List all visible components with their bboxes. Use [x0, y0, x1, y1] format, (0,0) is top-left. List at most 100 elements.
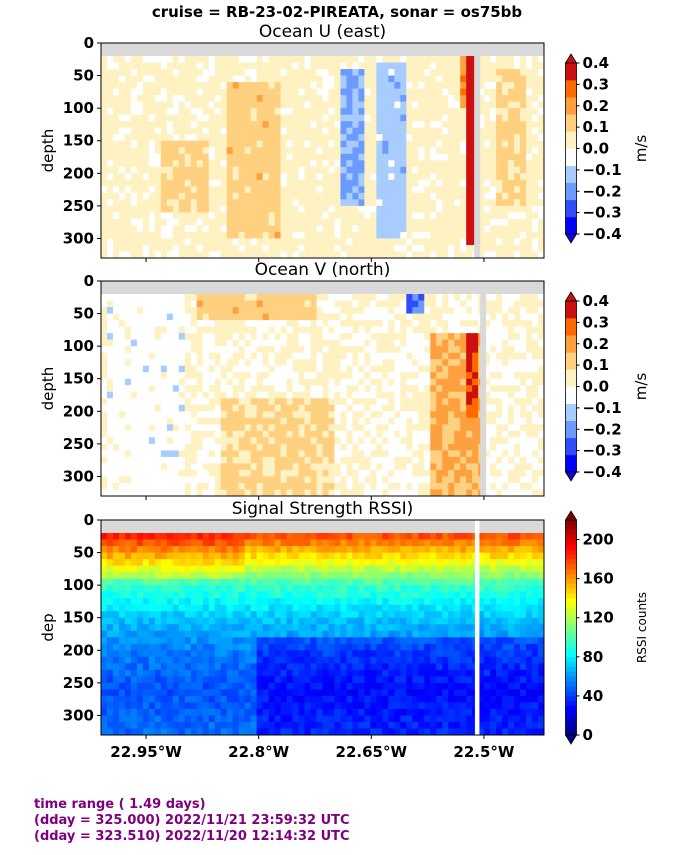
panel-1-cell: [232, 372, 240, 380]
panel-0-cell: [418, 75, 425, 83]
panel-1-cell: [322, 424, 329, 432]
panel-2-cell: [142, 630, 150, 638]
panel-1-cell: [166, 391, 174, 399]
panel-1-cell: [502, 437, 509, 445]
panel-0-cell: [178, 205, 186, 213]
panel-1-cell: [124, 443, 132, 451]
panel-1-cell: [358, 456, 365, 464]
panel-0-cell: [334, 153, 341, 161]
panel-1-cell: [160, 333, 168, 341]
panel-1-cell: [532, 391, 539, 399]
panel-1-cell: [232, 294, 240, 301]
panel-0-cell: [316, 62, 323, 70]
panel-1-cell: [454, 378, 461, 386]
panel-1-cell: [256, 424, 264, 432]
panel-1-cell: [220, 424, 228, 432]
panel-1-ylabel: depth: [39, 367, 57, 411]
panel-1-cell: [124, 339, 132, 347]
panel-0-cell: [101, 199, 108, 207]
panel-0-cell: [532, 108, 539, 116]
panel-0-cell: [256, 205, 264, 213]
panel-0-cell: [214, 75, 222, 83]
panel-0-cell: [442, 251, 449, 259]
panel-0-cell: [250, 205, 258, 213]
panel-1-cell: [220, 489, 228, 497]
panel-0-cell: [106, 244, 114, 252]
panel-1-cell: [526, 385, 533, 393]
panel-0-cell: [172, 225, 180, 233]
panel-1-cell: [424, 437, 431, 445]
panel-1-cell: [388, 469, 395, 477]
panel-0-cell: [202, 127, 210, 135]
panel-0-cell: [490, 95, 497, 103]
panel-0-cell: [340, 244, 347, 252]
panel-0-cell: [388, 153, 395, 161]
panel-0-cell: [154, 225, 162, 233]
panel-0-cell: [166, 114, 174, 122]
panel-1-cell: [268, 456, 276, 464]
panel-0-cell: [526, 179, 533, 187]
panel-0-cell: [490, 140, 497, 148]
panel-2-cell: [118, 572, 126, 580]
panel-1-cell: [214, 300, 222, 308]
panel-0-cell: [268, 101, 276, 109]
panel-0-cell: [394, 225, 401, 233]
panel-1-cell: [202, 372, 210, 380]
panel-1-cell: [280, 372, 287, 380]
panel-0-cell: [124, 179, 132, 187]
panel-1-cell: [394, 430, 401, 438]
panel-2-cell: [101, 565, 108, 573]
panel-0-cell: [112, 121, 120, 129]
panel-1-cell: [304, 339, 311, 347]
panel-1-cell: [106, 385, 114, 393]
panel-0-cell: [106, 186, 114, 194]
panel-1-cell: [484, 300, 491, 308]
panel-0-cell: [124, 153, 132, 161]
panel-1-cell: [316, 333, 323, 341]
panel-0-cell: [442, 82, 449, 90]
panel-0-cell: [172, 205, 180, 213]
panel-1-cell: [280, 346, 287, 354]
panel-0-cell: [160, 108, 168, 116]
panel-0-cell: [106, 225, 114, 233]
panel-0-cell: [214, 134, 222, 142]
panel-1-cell: [142, 404, 150, 412]
panel-0-cell: [166, 108, 174, 116]
panel-1-cell: [220, 437, 228, 445]
panel-0-cell: [101, 244, 108, 252]
panel-0-cell: [154, 62, 162, 70]
panel-1-cell: [184, 489, 192, 497]
panel-1-cell: [172, 482, 180, 490]
panel-0-cell: [448, 88, 455, 96]
panel-0-ytick-label: 50: [73, 67, 94, 85]
panel-1-cell: [412, 443, 419, 451]
panel-1-cell: [370, 385, 377, 393]
panel-1-cell: [394, 450, 401, 458]
panel-0-cell: [154, 205, 162, 213]
panel-0-cell: [394, 88, 401, 96]
panel-0-cell: [418, 199, 425, 207]
panel-0-cell: [460, 166, 467, 174]
panel-0-cell: [448, 225, 455, 233]
panel-0-cell: [262, 56, 270, 63]
panel-0-cell: [310, 192, 317, 200]
panel-1-cell: [232, 385, 240, 393]
panel-0-cell: [418, 231, 425, 239]
panel-0-cell: [148, 82, 156, 90]
panel-0-cell: [178, 82, 186, 90]
panel-0-cell: [232, 205, 240, 213]
panel-0-cell: [334, 101, 341, 109]
panel-0-cell: [388, 82, 395, 90]
panel-0-cell: [484, 179, 491, 187]
panel-0-cell: [154, 199, 162, 207]
panel-1-cell: [142, 443, 150, 451]
panel-0-cell: [526, 147, 533, 155]
panel-0-cell: [106, 95, 114, 103]
panel-1-cell: [508, 430, 515, 438]
panel-0-cell: [466, 238, 473, 246]
panel-1-cell: [154, 326, 162, 334]
panel-0-cell: [220, 62, 228, 70]
panel-0-cell: [250, 244, 258, 252]
panel-0-colorbar-tick-label: −0.3: [583, 204, 622, 222]
panel-0-cell: [298, 62, 305, 70]
